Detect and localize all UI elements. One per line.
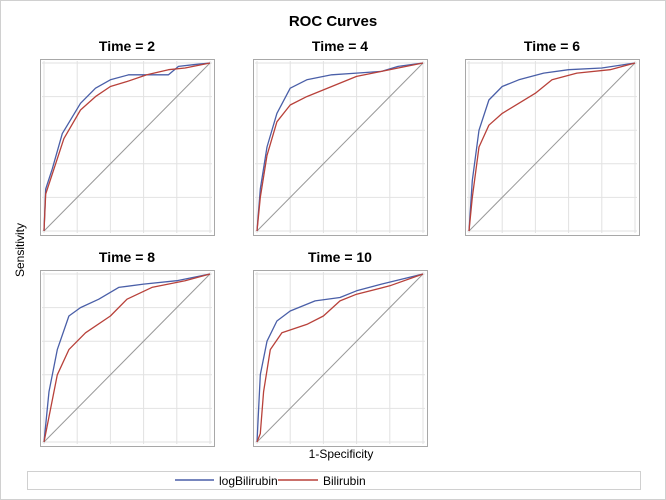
panel-time-10: Time = 10 [253,249,428,447]
panel-frame [40,270,215,447]
roc-curve-bilirubin [256,62,424,232]
reference-diagonal [43,62,211,232]
roc-curve-bilirubin [43,273,211,443]
roc-curve-bilirubin [256,273,424,443]
panel-time-2: Time = 2 [40,38,215,236]
roc-curve-logbilirubin [43,62,211,232]
panel-title: Time = 8 [99,249,155,265]
roc-curve-bilirubin [43,62,211,232]
panel-frame [40,59,215,236]
legend-label-logbilirubin: logBilirubin [219,474,278,488]
panel-title: Time = 2 [99,38,155,54]
legend-box [27,471,641,490]
panel-frame [253,59,428,236]
panel-frame [465,59,640,236]
panel-time-4: Time = 4 [253,38,428,236]
roc-curve-logbilirubin [43,273,211,443]
panel-title: Time = 10 [308,249,372,265]
roc-curve-logbilirubin [256,273,424,443]
panel-title: Time = 6 [524,38,580,54]
legend-label-bilirubin: Bilirubin [323,474,366,488]
panel-time-8: Time = 8 [40,249,215,447]
reference-diagonal [256,273,424,443]
roc-curve-bilirubin [468,62,636,232]
chart-title: ROC Curves [289,13,377,30]
reference-diagonal [468,62,636,232]
reference-diagonal [256,62,424,232]
reference-diagonal [43,273,211,443]
y-axis-label: Sensitivity [13,223,27,277]
panel-title: Time = 4 [312,38,368,54]
panel-frame [253,270,428,447]
panel-time-6: Time = 6 [465,38,640,236]
roc-curve-logbilirubin [468,62,636,232]
x-axis-label: 1-Specificity [309,447,374,461]
